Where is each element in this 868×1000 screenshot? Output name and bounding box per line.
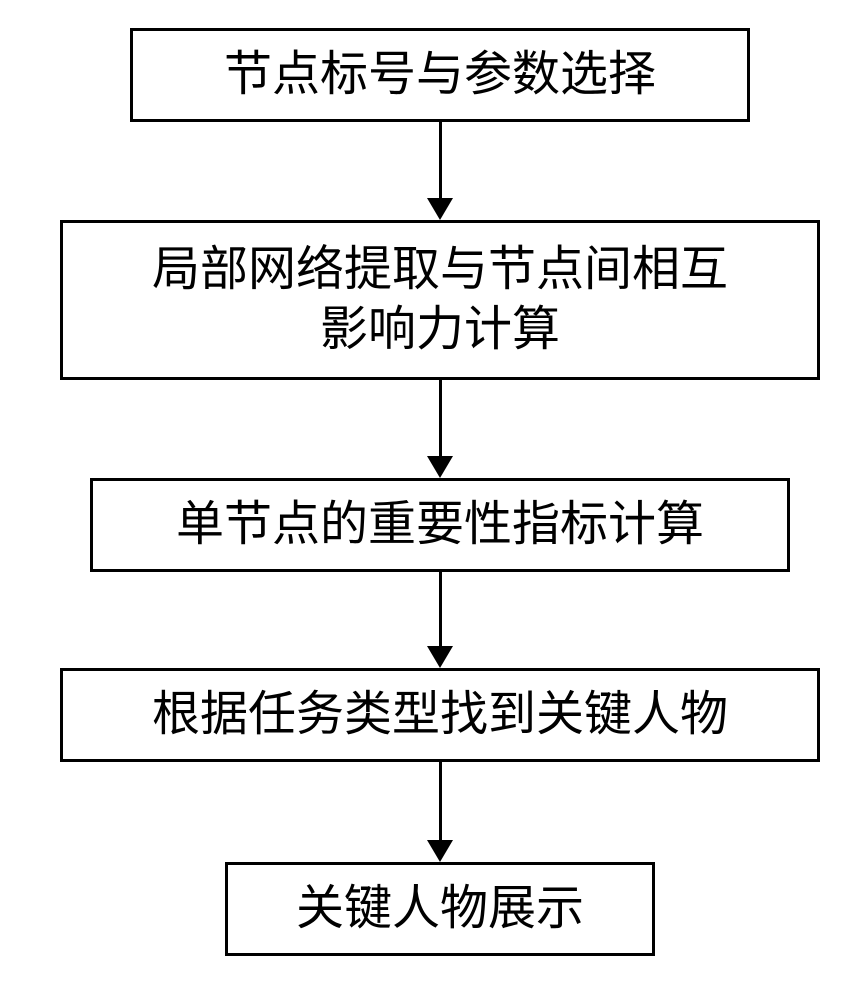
flowchart-edge: [439, 572, 442, 646]
flowchart-edge: [439, 762, 442, 840]
flowchart-node-n3: 单节点的重要性指标计算: [90, 478, 790, 572]
arrow-down-icon: [427, 198, 453, 220]
flowchart-node-label: 单节点的重要性指标计算: [176, 495, 704, 555]
flowchart-node-label: 节点标号与参数选择: [224, 45, 656, 105]
flowchart-edge: [439, 122, 442, 198]
flowchart-node-n2: 局部网络提取与节点间相互 影响力计算: [60, 220, 820, 380]
flowchart-node-n1: 节点标号与参数选择: [130, 28, 750, 122]
flowchart-node-label: 根据任务类型找到关键人物: [152, 685, 728, 745]
arrow-down-icon: [427, 456, 453, 478]
flowchart-node-n5: 关键人物展示: [225, 862, 655, 956]
flowchart-edge: [439, 380, 442, 456]
flowchart-node-label: 局部网络提取与节点间相互 影响力计算: [152, 240, 728, 360]
flowchart-node-label: 关键人物展示: [296, 879, 584, 939]
arrow-down-icon: [427, 840, 453, 862]
flowchart-node-n4: 根据任务类型找到关键人物: [60, 668, 820, 762]
arrow-down-icon: [427, 646, 453, 668]
flowchart-container: 节点标号与参数选择局部网络提取与节点间相互 影响力计算单节点的重要性指标计算根据…: [0, 0, 868, 1000]
